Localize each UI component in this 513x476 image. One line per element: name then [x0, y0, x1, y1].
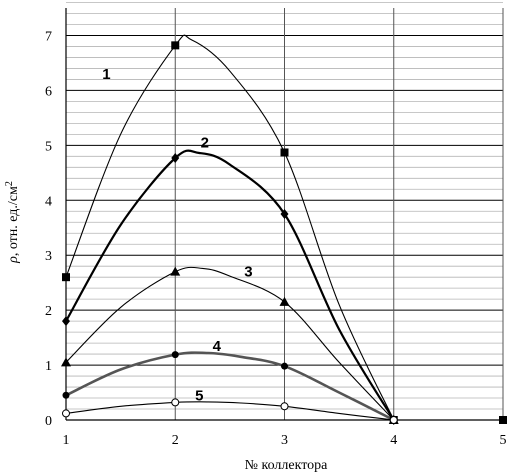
series-2-point	[280, 209, 289, 219]
series-4-point	[62, 391, 70, 399]
series-5-point	[389, 416, 398, 424]
x-tick-label: 5	[500, 433, 507, 448]
y-tick-label: 5	[45, 139, 52, 154]
y-tick-label: 4	[45, 194, 52, 209]
series-label: 4	[213, 338, 222, 355]
y-tick-label: 6	[45, 84, 52, 99]
series-3-point	[61, 357, 71, 367]
x-tick-labels: 1 2 3 4 5	[63, 433, 507, 448]
series-label: 3	[244, 264, 252, 281]
y-tick-label: 1	[45, 359, 52, 374]
series-1-point	[499, 416, 507, 424]
series-label: 5	[195, 387, 203, 404]
series-label: 2	[201, 135, 209, 152]
y-tick-label: 0	[45, 414, 52, 429]
series-5-line	[65, 401, 394, 421]
series-2-line	[65, 149, 395, 421]
x-axis-title: № коллектора	[245, 458, 329, 473]
series-1-point	[171, 41, 180, 50]
series-4-point	[281, 362, 288, 370]
y-axis-title: ρ, отн. ед./см2	[4, 181, 22, 264]
y-tick-label: 7	[45, 29, 52, 44]
series-label: 1	[102, 66, 110, 83]
y-axis-title-superscript: 2	[4, 181, 15, 186]
series-labels: 1 2 3 4 5	[102, 66, 252, 404]
x-tick-label: 3	[281, 433, 288, 448]
series-markers	[61, 41, 507, 425]
series-1-line	[65, 34, 395, 421]
series-1-point	[280, 148, 289, 157]
y-tick-labels: 0 1 2 3 4 5 6 7	[45, 29, 52, 429]
series-4-line	[65, 351, 395, 422]
series-5-point	[171, 398, 180, 407]
y-tick-label: 2	[45, 304, 52, 319]
series-3-point	[170, 266, 181, 276]
series-3-line	[65, 266, 395, 421]
y-axis-title-symbol: ρ	[6, 256, 21, 264]
series-5-point	[280, 402, 289, 411]
series-5-point	[62, 409, 70, 418]
series-4-point	[171, 351, 179, 359]
x-tick-label: 1	[63, 433, 70, 448]
axes	[65, 8, 503, 421]
y-axis-title-units: , отн. ед./см	[6, 186, 21, 256]
series-2-point	[62, 316, 70, 327]
x-tick-label: 2	[172, 433, 179, 448]
x-tick-label: 4	[390, 433, 397, 448]
series-curves	[65, 34, 395, 422]
series-1-point	[62, 273, 70, 282]
series-2-point	[171, 152, 180, 163]
y-tick-label: 3	[45, 249, 52, 264]
series-3-point	[279, 296, 290, 306]
